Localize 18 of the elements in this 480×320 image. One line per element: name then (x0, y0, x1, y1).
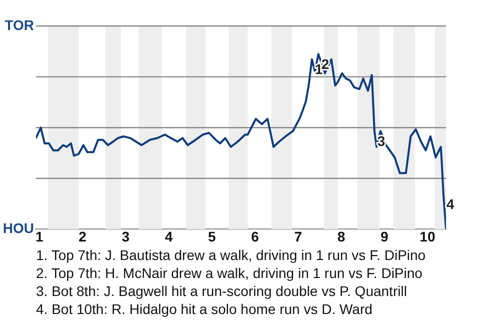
x-tick-label: 9 (380, 228, 388, 244)
text: 4. Bot 10th: R. Hidalgo hit a solo home run vs D. Ward (36, 300, 374, 318)
x-tick-label: 8 (337, 228, 346, 244)
x-tick-label: 4 (164, 228, 173, 244)
x-tick-label: 1 (36, 228, 44, 244)
x-tick-label: 3 (122, 228, 130, 244)
text: 1. Top 7th: J. Bautista drew a walk, driving in 1 run vs F. DiPino (36, 246, 427, 264)
x-tick-label: 2 (78, 228, 87, 244)
text: 2. Top 7th: H. McNair drew a walk, driving in 1 run vs F. DiPino (36, 264, 424, 282)
x-tick-label: 7 (294, 228, 302, 244)
annotation: 4 (446, 196, 454, 212)
text: 3. Bot 8th: J. Bagwell hit a run-scoring double vs P. Quantrill (36, 282, 408, 300)
text: TOR (4, 16, 34, 33)
text: HOU (2, 220, 34, 236)
x-tick-label: 6 (251, 228, 260, 244)
annotation: 1 (314, 61, 323, 78)
x-tick-label: 10 (420, 228, 436, 244)
x-tick-label: 5 (208, 228, 216, 244)
